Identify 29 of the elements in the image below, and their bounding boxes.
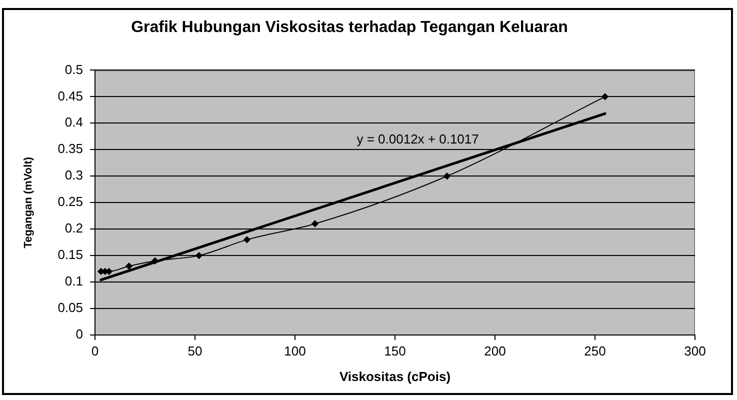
y-tick-label: 0.45 [58,88,83,104]
y-tick-label: 0.1 [64,274,83,289]
point [195,252,203,260]
y-axis-title: Tegangan (mVolt) [22,156,35,248]
point [443,172,451,180]
point [311,220,319,228]
y-tick-label: 0.05 [58,300,83,316]
point [601,93,609,100]
x-tick-label: 150 [384,343,406,358]
y-tick-label: 0.3 [64,168,83,183]
point [243,236,251,244]
point [125,262,133,270]
x-tick-label: 250 [584,343,606,358]
chart-title: Grafik Hubungan Viskositas terhadap Tegangan Keluaran [131,19,568,36]
x-tick-label: 50 [188,343,202,358]
x-tick-label: 0 [91,343,99,358]
y-tick-label: 0.35 [58,141,83,156]
annotation: y = 0.0012x + 0.1017 [356,132,479,147]
point [151,257,159,264]
y-tick-label: 0.25 [58,194,83,210]
x-tick-label: 300 [684,343,706,358]
x-axis-title: Viskositas (cPois) [339,368,451,384]
y-tick-label: 0.2 [64,220,83,236]
x-tick-label: 200 [484,343,506,358]
y-tick-label: 0 [76,326,83,342]
x-tick-label: 100 [284,343,306,358]
y-tick-label: 0.15 [58,247,83,262]
y-tick-label: 0.4 [64,114,83,130]
y-tick-label: 0.5 [64,62,83,77]
